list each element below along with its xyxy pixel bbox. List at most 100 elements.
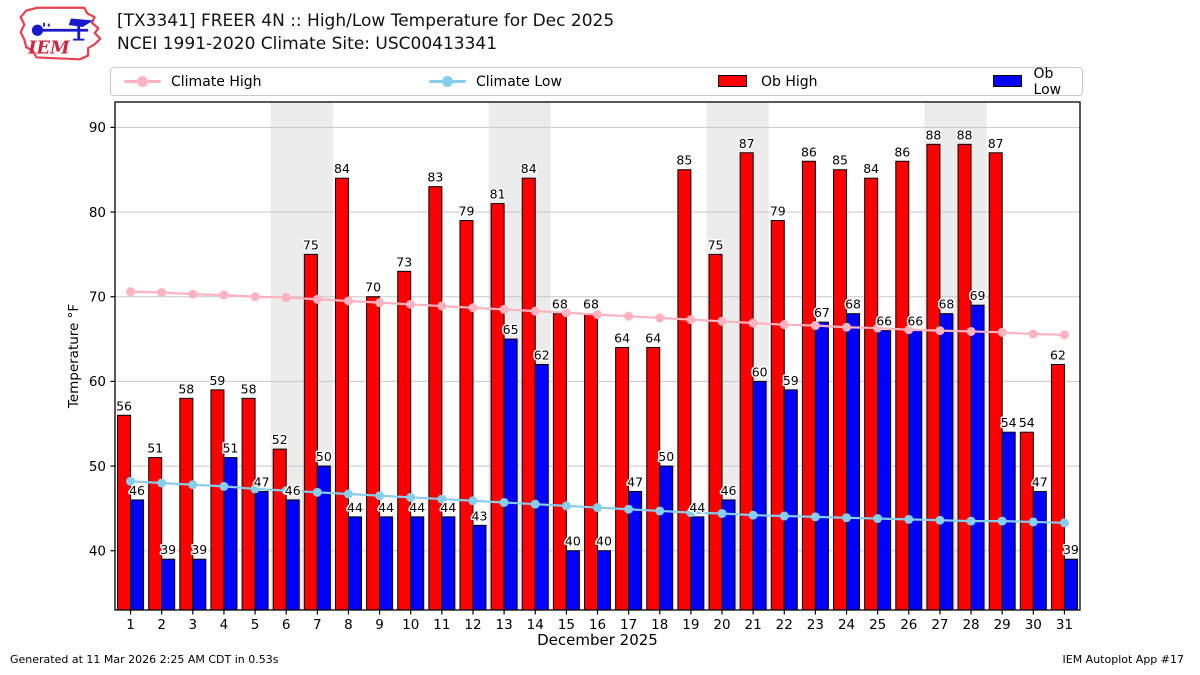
x-tick-label: 2 [157,617,166,633]
climate-low-marker [935,515,945,525]
climate-high-marker [1059,330,1069,340]
ob-high-bar [677,169,692,611]
ob-high-bar [366,296,381,611]
x-tick-label: 28 [962,617,979,633]
ob-high-value-label: 62 [1050,347,1066,362]
y-tick-label: 90 [89,120,106,136]
ob-low-bar [192,558,207,611]
ob-high-value-label: 68 [583,297,599,312]
chart-title-line2: NCEI 1991-2020 Climate Site: USC00413341 [117,34,498,54]
ob-low-value-label: 66 [907,314,923,329]
ob-high-value-label: 84 [863,161,879,176]
climate-high-marker [312,294,322,304]
x-tick-label: 27 [931,617,948,633]
climate-low-marker [406,492,416,502]
climate-low-marker [188,480,198,490]
x-tick-label: 30 [1025,617,1042,633]
ob-low-value-label: 44 [440,500,456,515]
ob-high-bar [739,152,754,611]
climate-high-marker [997,327,1007,337]
generated-timestamp: Generated at 11 Mar 2026 2:25 AM CDT in … [10,653,279,666]
x-tick-label: 16 [589,617,606,633]
ob-high-bar [584,313,598,611]
x-tick-label: 10 [402,617,419,633]
climate-high-marker [157,288,167,297]
ob-low-patch-swatch [989,74,1024,89]
x-tick-label: 20 [713,617,730,633]
climate-low-marker [873,514,883,524]
ob-high-bar [895,160,910,611]
ob-low-bar [939,313,954,611]
ob-high-bar [1050,363,1065,611]
ob-high-value-label: 59 [209,373,225,388]
climate-low-marker [904,514,914,524]
climate-low-marker [779,511,789,521]
climate-high-marker [499,304,509,314]
x-tick-label: 23 [807,617,824,633]
ob-low-value-label: 44 [378,500,394,515]
x-tick-label: 29 [994,617,1011,633]
ob-low-bar [410,516,425,611]
climate-low-marker [250,484,260,494]
ob-high-value-label: 68 [552,297,568,312]
ob-low-value-label: 39 [1063,542,1079,557]
climate-low-marker [717,508,727,518]
climate-low-marker [624,504,634,514]
ob-high-bar [770,220,785,611]
ob-high-bar [708,253,723,611]
chart-title-line1: [TX3341] FREER 4N :: High/Low Temperatur… [117,11,615,31]
ob-low-bar [316,465,331,611]
x-tick-label: 9 [375,617,384,633]
climate-high-marker [935,326,945,336]
weather-vane-icon [31,18,94,41]
ob-low-value-label: 68 [938,297,954,312]
climate-low-marker [593,503,602,513]
ob-low-value-label: 46 [129,483,145,498]
climate-high-marker [375,298,385,308]
ob-high-value-label: 70 [365,280,381,295]
climate-high-marker [219,290,229,300]
climate-low-marker [997,516,1007,526]
climate-high-marker [904,325,914,335]
ob-high-value-label: 88 [925,127,941,142]
x-tick-label: 15 [558,617,575,633]
ob-high-bar [646,347,661,611]
ob-low-value-label: 68 [845,297,861,312]
ob-high-value-label: 86 [894,144,910,159]
x-tick-label: 24 [838,617,855,633]
x-tick-label: 31 [1056,617,1073,633]
climate-high-marker [873,323,883,333]
ob-high-value-label: 64 [645,331,661,346]
ob-high-value-label: 84 [521,161,537,176]
x-axis-title: December 2025 [537,631,658,649]
legend-item-climate-high: Climate High [124,68,262,95]
ob-low-bar [659,465,674,611]
climate-high-marker [842,322,852,332]
climate-low-line-swatch [429,74,466,89]
ob-high-value-label: 51 [147,441,163,456]
x-tick-label: 5 [251,617,260,633]
ob-high-bar [864,177,879,611]
chart-title-block: [TX3341] FREER 4N :: High/Low Temperatur… [117,10,614,56]
climate-high-marker [250,292,260,302]
climate-high-marker [966,326,976,336]
ob-low-bar [783,389,798,611]
ob-high-value-label: 85 [832,153,848,168]
x-tick-label: 1 [126,617,135,633]
temperature-chart: 5646513958395951584752467550844470447344… [66,101,1081,649]
legend-item-ob-high: Ob High [714,68,818,95]
ob-low-bar [752,380,767,611]
ob-low-value-label: 51 [222,441,238,456]
ob-low-value-label: 39 [160,542,176,557]
ob-low-value-label: 44 [347,500,363,515]
ob-low-bar [814,321,829,611]
climate-high-marker [624,311,634,321]
ob-low-value-label: 62 [534,347,550,362]
legend-item-climate-low: Climate Low [429,68,562,95]
climate-high-marker [717,316,727,326]
climate-low-marker [343,489,353,499]
ob-high-patch-swatch [714,74,751,89]
logo-text: IEM [27,38,71,59]
climate-low-marker [1028,517,1038,527]
climate-low-marker [126,476,136,486]
